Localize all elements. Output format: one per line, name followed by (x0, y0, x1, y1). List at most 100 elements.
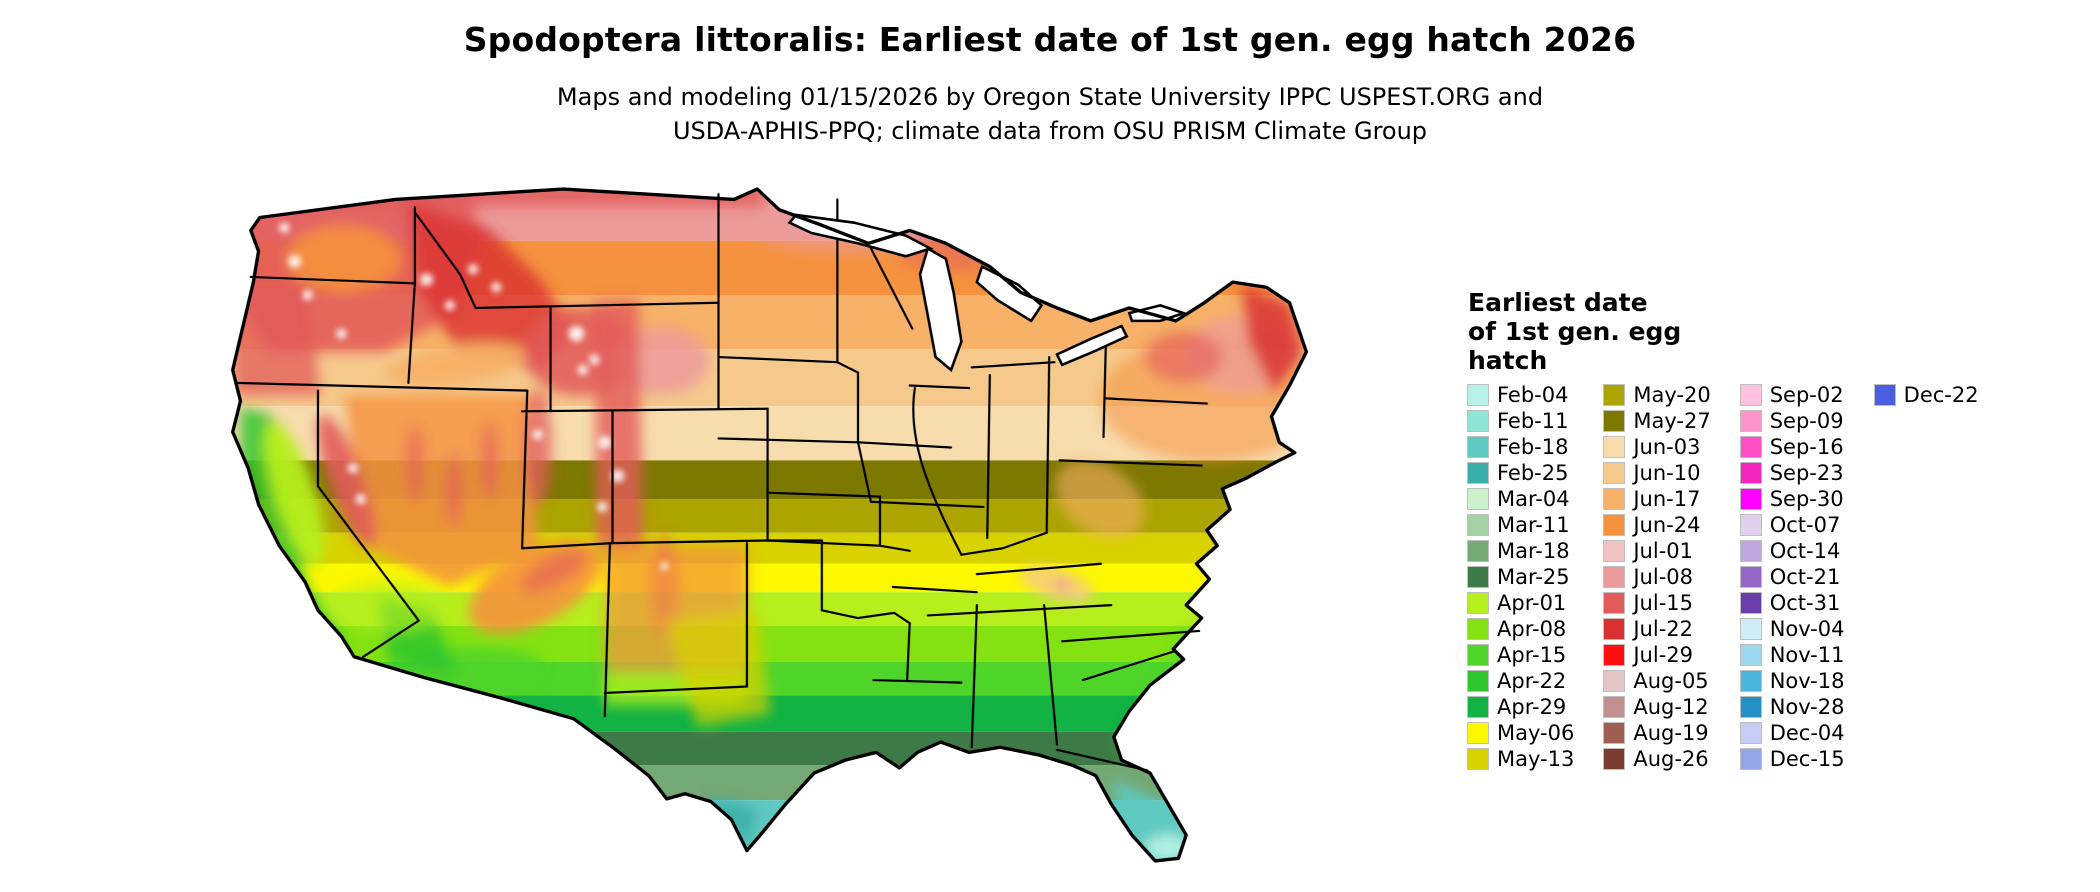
legend-label: Apr-08 (1497, 617, 1567, 641)
legend-entry: Feb-18 (1467, 434, 1574, 460)
legend-label: Apr-29 (1497, 695, 1567, 719)
legend-swatch (1739, 384, 1762, 406)
legend-entry: Jun-03 (1603, 434, 1710, 460)
legend-swatch (1739, 722, 1762, 744)
legend-label: Sep-02 (1769, 383, 1844, 407)
great-lakes (787, 213, 1188, 373)
legend-label: Jun-17 (1633, 487, 1701, 511)
legend-swatch (1603, 722, 1626, 744)
legend-column: Feb-04 Feb-11 Feb-18 Feb-25 Mar-04 Mar-11 Mar-… (1467, 382, 1575, 772)
legend-entry: May-13 (1467, 746, 1575, 772)
legend-label: Jun-10 (1633, 461, 1701, 485)
legend-swatch (1739, 514, 1762, 536)
lake-erie (1055, 324, 1129, 367)
legend-label: Apr-01 (1497, 591, 1567, 615)
legend-label: Feb-11 (1497, 409, 1569, 433)
legend-label: Dec-15 (1769, 747, 1845, 771)
legend-swatch (1739, 696, 1762, 718)
legend-label: Oct-31 (1769, 591, 1841, 615)
legend-title-line-3: hatch (1468, 346, 1548, 375)
legend-label: Feb-25 (1497, 461, 1569, 485)
legend-title: Earliest date of 1st gen. egg hatch (1468, 288, 1681, 375)
legend-entry: Oct-31 (1739, 590, 1845, 616)
legend-swatch (1603, 592, 1626, 614)
subtitle-line-1: Maps and modeling 01/15/2026 by Oregon S… (556, 83, 1544, 111)
legend-label: Nov-18 (1769, 669, 1845, 693)
legend-swatch (1873, 384, 1896, 406)
legend-column: Sep-02 Sep-09 Sep-16 Sep-23 Sep-30 Oct-07 Oct-… (1739, 382, 1845, 772)
legend-swatch (1739, 462, 1762, 484)
legend-entry: May-06 (1467, 720, 1574, 746)
legend-entry: Oct-07 (1739, 512, 1845, 538)
legend-entry: Mar-04 (1467, 486, 1574, 512)
legend-entry: Sep-23 (1739, 460, 1845, 486)
legend-label: Nov-04 (1769, 617, 1845, 641)
legend-entry: Dec-22 (1873, 382, 1979, 408)
legend-label: Jun-03 (1633, 435, 1701, 459)
legend-swatch (1603, 462, 1626, 484)
legend-swatch (1467, 722, 1489, 744)
legend-label: Oct-14 (1769, 539, 1841, 563)
legend-swatch (1467, 540, 1489, 562)
legend-swatch (1467, 410, 1489, 432)
lake-ontario (1127, 304, 1188, 323)
legend-label: Sep-23 (1769, 461, 1844, 485)
legend-swatch (1467, 670, 1489, 692)
legend-swatch (1467, 618, 1489, 640)
legend-label: Jul-08 (1633, 565, 1693, 589)
legend-entry: Apr-22 (1467, 668, 1574, 694)
legend-swatch (1467, 566, 1489, 588)
legend-swatch (1739, 618, 1762, 640)
legend-entry: Mar-18 (1467, 538, 1574, 564)
legend-entry: Aug-19 (1603, 720, 1710, 746)
legend-label: Mar-18 (1497, 539, 1570, 563)
legend-swatch (1739, 540, 1762, 562)
legend-swatch (1467, 436, 1489, 458)
legend-label: Jul-01 (1633, 539, 1693, 563)
legend-entry: May-27 (1603, 408, 1711, 434)
legend-column: May-20 May-27 Jun-03 Jun-10 Jun-17 Jun-24 Jul-… (1603, 382, 1711, 772)
legend-swatch (1739, 566, 1762, 588)
legend-swatch (1603, 644, 1626, 666)
legend-entry: Jul-29 (1603, 642, 1710, 668)
legend-label: Oct-21 (1769, 565, 1841, 589)
legend-entry: Apr-15 (1467, 642, 1574, 668)
us-map (231, 187, 1309, 863)
legend-swatch (1467, 748, 1489, 770)
map-title: Spodoptera littoralis: Earliest date of … (463, 20, 1637, 59)
legend-entry: Feb-04 (1467, 382, 1574, 408)
legend-entry: May-20 (1603, 382, 1711, 408)
legend-entry: Apr-01 (1467, 590, 1574, 616)
legend-swatch (1603, 618, 1626, 640)
legend-swatch (1467, 514, 1489, 536)
legend-label: Dec-22 (1903, 383, 1979, 407)
legend-entry: Jul-22 (1603, 616, 1710, 642)
legend-swatch (1467, 488, 1489, 510)
legend-entry: Aug-12 (1603, 694, 1710, 720)
legend-entry: Feb-25 (1467, 460, 1574, 486)
legend-swatch (1603, 748, 1626, 770)
legend-swatch (1739, 488, 1762, 510)
legend-label: May-13 (1497, 747, 1575, 771)
us-outline (231, 187, 1309, 863)
legend-swatch (1603, 436, 1626, 458)
legend-entry: Nov-04 (1739, 616, 1845, 642)
lake-huron (975, 264, 1044, 323)
legend-title-line-2: of 1st gen. egg (1468, 317, 1682, 346)
legend-label: Feb-18 (1497, 435, 1569, 459)
legend-label: Mar-04 (1497, 487, 1570, 511)
regional-patches (232, 189, 1307, 861)
legend-swatch (1739, 592, 1762, 614)
legend-swatch (1739, 410, 1762, 432)
lake-michigan (918, 246, 963, 373)
legend-label: Aug-05 (1633, 669, 1709, 693)
legend-label: Nov-28 (1769, 695, 1845, 719)
legend-label: Dec-04 (1769, 721, 1845, 745)
legend-label: May-27 (1633, 409, 1711, 433)
legend-entry: Jul-15 (1603, 590, 1710, 616)
legend-label: Sep-30 (1769, 487, 1844, 511)
legend-swatch (1739, 644, 1762, 666)
legend-entry: Nov-11 (1739, 642, 1845, 668)
legend-entry: Jul-08 (1603, 564, 1710, 590)
legend-entry: Mar-11 (1467, 512, 1574, 538)
